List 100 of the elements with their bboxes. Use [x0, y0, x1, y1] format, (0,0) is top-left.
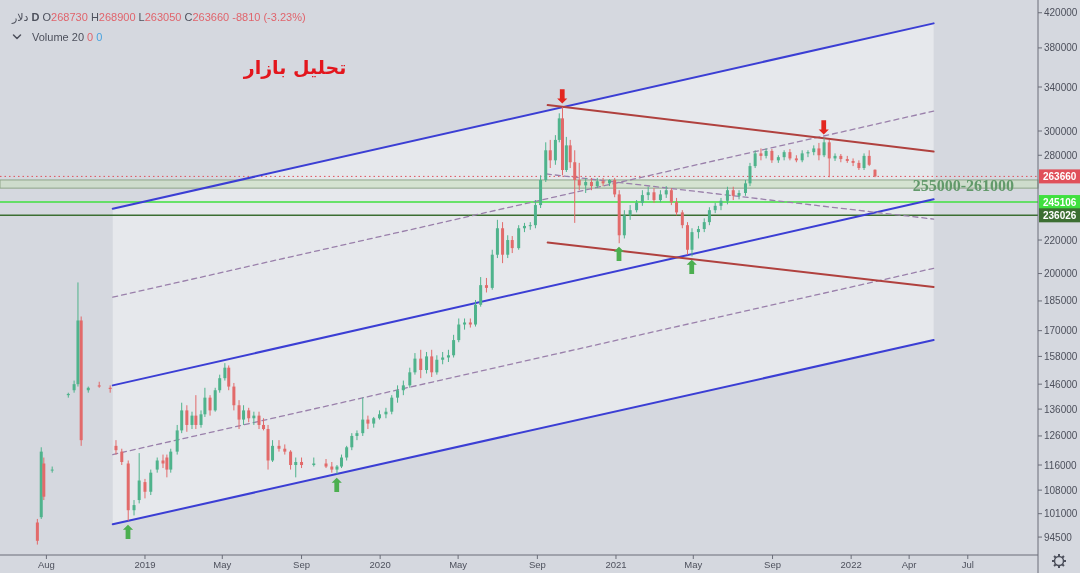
candlestick — [289, 449, 293, 471]
candlestick — [435, 354, 439, 376]
candlestick — [517, 224, 521, 251]
annotation: ⬇ — [816, 116, 833, 139]
candlestick — [764, 147, 768, 159]
candlestick — [457, 317, 461, 343]
y-tick-label: 126000 — [1044, 430, 1078, 442]
y-tick-label: 94500 — [1044, 531, 1073, 543]
y-tick-label: 200000 — [1044, 268, 1078, 280]
candlestick — [194, 394, 198, 430]
candlestick — [613, 177, 617, 198]
candlestick — [114, 439, 118, 456]
candlestick — [425, 351, 429, 374]
y-tick-label: 136000 — [1044, 403, 1078, 415]
x-tick-label: Sep — [528, 558, 546, 570]
candlestick — [506, 234, 510, 259]
candlestick — [430, 349, 434, 378]
candlestick — [271, 439, 275, 463]
candlestick — [759, 147, 763, 161]
annotation: ⬆ — [120, 520, 137, 543]
annotation: ⬇ — [554, 85, 571, 108]
candlestick — [218, 374, 222, 394]
candlestick — [553, 134, 557, 166]
candlestick — [817, 142, 821, 161]
candlestick — [165, 454, 169, 478]
x-tick-label: May — [213, 558, 232, 570]
annotation: ⬆ — [329, 474, 345, 497]
candlestick — [361, 397, 365, 437]
y-tick-label: 170000 — [1044, 325, 1078, 337]
candlestick — [294, 457, 298, 478]
x-tick-label: 2019 — [134, 558, 156, 570]
y-tick-label: 280000 — [1044, 149, 1078, 161]
candlestick — [419, 349, 423, 379]
y-tick-label: 300000 — [1044, 125, 1078, 137]
candlestick — [652, 187, 656, 204]
y-tick-label: 108000 — [1044, 484, 1078, 496]
candlestick — [324, 458, 328, 469]
candlestick — [169, 448, 173, 474]
candlestick — [227, 364, 231, 391]
candlestick — [557, 112, 561, 143]
candlestick — [851, 157, 855, 167]
candlestick — [628, 204, 632, 221]
x-tick-label: 2020 — [369, 558, 391, 570]
candlestick — [161, 454, 165, 469]
candlestick — [35, 518, 39, 546]
band-label: 255000-261000 — [912, 176, 1014, 194]
x-tick-label: Sep — [293, 558, 310, 570]
x-tick-label: Aug — [37, 558, 55, 570]
text: تحلیل بازار — [242, 56, 347, 79]
y-tick-label: 101000 — [1044, 508, 1078, 520]
ref-line-label: 236026 — [1043, 209, 1077, 221]
annotation: Volume 20 0 0 — [32, 31, 103, 43]
candlestick — [474, 299, 478, 328]
y-tick-label: 420000 — [1044, 7, 1078, 19]
y-tick-label: 340000 — [1044, 81, 1078, 93]
x-tick-label: 2022 — [840, 558, 862, 570]
y-tick-label: 220000 — [1044, 234, 1078, 246]
candlestick — [213, 387, 217, 413]
x-tick-label: Apr — [901, 558, 917, 570]
candlestick — [132, 499, 136, 516]
y-tick-label: 158000 — [1044, 350, 1078, 362]
candlestick — [143, 478, 147, 499]
candlestick — [185, 404, 189, 433]
ref-line-label: 245106 — [1043, 196, 1077, 208]
candlestick — [548, 139, 552, 169]
candlestick — [208, 394, 212, 417]
candlestick — [782, 149, 786, 161]
candlestick — [242, 404, 246, 426]
x-tick-label: May — [449, 558, 468, 570]
candlestick — [223, 362, 227, 382]
candlestick — [737, 189, 741, 200]
candlestick — [335, 464, 339, 475]
candlestick — [257, 411, 261, 430]
candlestick — [601, 177, 605, 187]
candlestick — [577, 162, 581, 191]
candlestick — [690, 227, 694, 257]
candlestick — [827, 139, 831, 178]
candlestick — [857, 159, 861, 171]
candlestick — [137, 452, 141, 504]
x-tick-label: Jul — [961, 558, 974, 570]
candlestick — [622, 209, 626, 239]
candlestick — [533, 199, 537, 229]
candlestick — [719, 197, 723, 211]
x-tick-label: Sep — [764, 558, 781, 570]
y-tick-label: 380000 — [1044, 42, 1078, 54]
ref-line-label: 263660 — [1043, 170, 1077, 182]
candlestick — [180, 402, 184, 434]
candlestick — [568, 139, 572, 169]
x-tick-label: May — [684, 558, 703, 570]
x-tick-label: 2021 — [605, 558, 627, 570]
candlestick — [452, 334, 456, 359]
candlestick — [355, 429, 359, 441]
y-tick-label: 146000 — [1044, 378, 1078, 390]
candlestick — [788, 148, 792, 161]
candlestick — [390, 394, 394, 415]
y-tick-label: 116000 — [1044, 459, 1078, 471]
y-tick-label: 185000 — [1044, 295, 1078, 307]
candlestick — [413, 352, 417, 376]
candlestick — [277, 439, 281, 453]
candlestick — [149, 469, 153, 496]
